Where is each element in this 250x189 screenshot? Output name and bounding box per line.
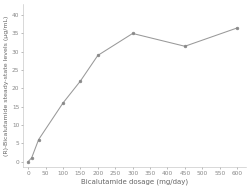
X-axis label: Bicalutamide dosage (mg/day): Bicalutamide dosage (mg/day) [81,178,188,185]
Y-axis label: (R)-Bicalutamide steady-state levels (μg/mL): (R)-Bicalutamide steady-state levels (μg… [4,15,9,156]
